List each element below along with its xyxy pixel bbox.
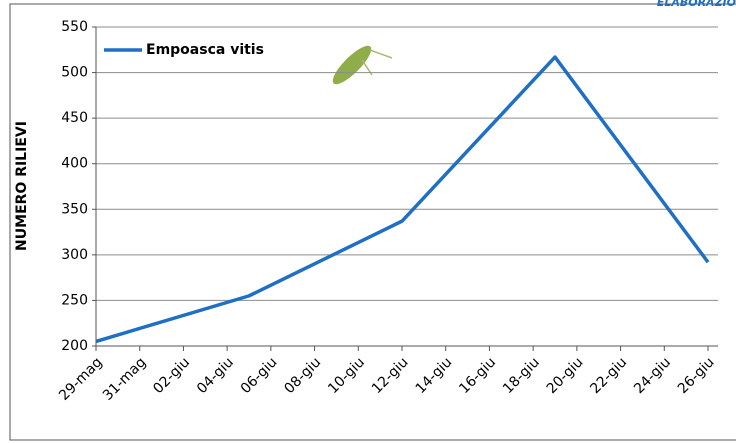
header-note: ELABORAZIO [657,0,736,9]
y-axis-label: NUMERO RILIEVI [14,121,30,251]
x-tick-label: 24-giu [631,354,674,397]
chart-frame [9,3,736,441]
x-tick-label: 20-giu [544,354,587,397]
y-tick-label: 450 [61,110,88,126]
y-tick-label: 200 [61,338,88,354]
x-tick-label: 29-mag [56,354,105,403]
y-tick-label: 300 [61,247,88,263]
x-tick-label: 16-giu [456,354,499,397]
x-tick-label: 06-giu [238,354,281,397]
x-tick-label: 31-mag [100,354,149,403]
y-tick-label: 550 [61,19,88,35]
x-tick-label: 26-giu [675,354,718,397]
x-tick-label: 04-giu [194,354,237,397]
x-tick-label: 10-giu [325,354,368,397]
y-tick-label: 350 [61,201,88,217]
legend-label: Empoasca vitis [146,42,264,58]
x-tick-label: 08-giu [281,354,324,397]
y-tick-label: 400 [61,156,88,172]
x-tick-label: 02-giu [150,354,193,397]
x-tick-label: 18-giu [500,354,543,397]
y-tick-label: 250 [61,292,88,308]
insect-icon [332,45,393,85]
y-tick-label: 500 [61,65,88,81]
x-tick-label: 14-giu [413,354,456,397]
line-series [95,55,710,344]
x-tick-label: 12-giu [369,354,412,397]
x-tick-label: 22-giu [587,354,630,397]
